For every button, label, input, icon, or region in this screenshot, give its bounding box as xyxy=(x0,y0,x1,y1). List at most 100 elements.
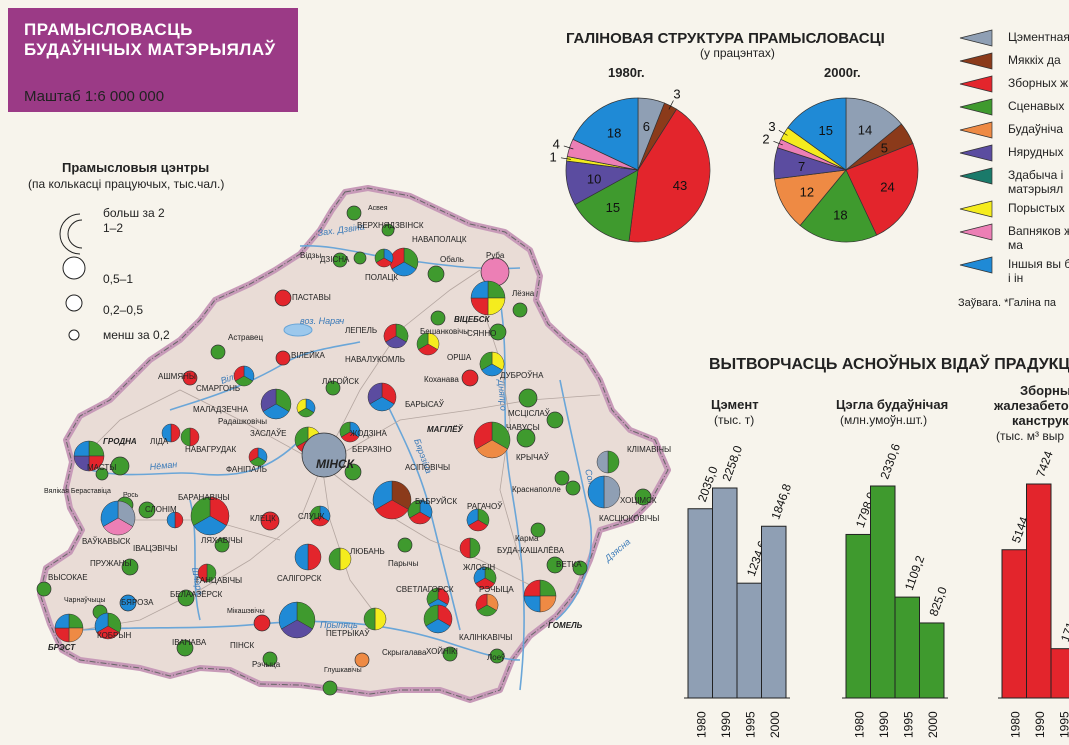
city-symbol-83[interactable] xyxy=(442,646,458,662)
city-symbol-73[interactable] xyxy=(363,607,387,631)
city-symbol-57[interactable] xyxy=(572,560,588,576)
city-symbol-9[interactable] xyxy=(430,310,446,326)
city-symbol-17-part-2 xyxy=(479,351,493,371)
city-symbol-81[interactable] xyxy=(322,680,338,696)
city-symbol-65[interactable] xyxy=(473,566,497,590)
city-symbol-48[interactable] xyxy=(466,508,490,532)
city-symbol-40[interactable] xyxy=(372,480,412,520)
city-symbol-20[interactable] xyxy=(325,380,341,396)
city-symbol-32[interactable] xyxy=(73,440,105,472)
city-symbol-71[interactable] xyxy=(94,612,122,640)
city-symbol-52[interactable] xyxy=(100,500,136,536)
river-label-9: Дзясна xyxy=(602,537,632,565)
city-symbol-58[interactable] xyxy=(328,547,352,571)
city-symbol-35[interactable] xyxy=(554,470,570,486)
city-symbol-74[interactable] xyxy=(54,613,84,643)
city-symbol-21[interactable] xyxy=(461,369,479,387)
city-symbol-41[interactable] xyxy=(95,467,109,481)
city-symbol-33[interactable] xyxy=(180,427,200,447)
city-symbol-82[interactable] xyxy=(489,648,505,664)
city-symbol-13[interactable] xyxy=(489,323,507,341)
city-label-38: ФАНІПАЛЬ xyxy=(226,465,267,474)
city-symbol-8[interactable] xyxy=(274,289,292,307)
city-symbol-15[interactable] xyxy=(275,350,291,366)
city-symbol-22[interactable] xyxy=(518,388,538,408)
city-symbol-1[interactable] xyxy=(381,223,395,237)
city-label-27: МСЦІСЛАЎ xyxy=(508,409,551,418)
city-symbol-70[interactable] xyxy=(523,579,557,613)
city-symbol-17[interactable] xyxy=(479,351,505,377)
city-symbol-30-part-2 xyxy=(339,421,351,438)
city-symbol-64[interactable] xyxy=(294,543,322,571)
city-symbol-27[interactable] xyxy=(546,411,564,429)
city-symbol-53[interactable] xyxy=(166,511,184,529)
city-symbol-43[interactable] xyxy=(138,501,156,519)
city-symbol-62[interactable] xyxy=(36,581,52,597)
city-symbol-12[interactable] xyxy=(470,280,506,316)
city-symbol-2[interactable] xyxy=(389,247,419,277)
city-symbol-76[interactable] xyxy=(278,601,316,639)
legend-label-3: Сценавых xyxy=(1008,99,1065,113)
city-symbol-6[interactable] xyxy=(427,265,445,283)
city-symbol-36[interactable] xyxy=(596,450,620,474)
city-label-64: САЛІГОРСК xyxy=(277,574,322,583)
city-symbol-67[interactable] xyxy=(119,594,137,612)
city-symbol-45[interactable] xyxy=(565,480,581,496)
city-symbol-26[interactable] xyxy=(367,382,397,412)
city-symbol-47[interactable] xyxy=(407,499,433,525)
city-symbol-79[interactable] xyxy=(475,593,499,617)
city-symbol-72[interactable] xyxy=(253,614,271,632)
city-symbol-80[interactable] xyxy=(262,651,278,667)
city-symbol-75[interactable] xyxy=(176,639,194,657)
city-symbol-49[interactable] xyxy=(587,475,621,509)
city-symbol-3[interactable] xyxy=(332,252,348,268)
city-label-62: ВЫСОКАЕ xyxy=(48,573,88,582)
city-label-42: Рось xyxy=(123,492,139,499)
city-symbol-78[interactable] xyxy=(423,604,453,634)
city-symbol-31[interactable] xyxy=(473,421,511,459)
centers-legend-subtitle: (па колькасці працуючых, тыс.чал.) xyxy=(28,177,225,191)
city-symbol-59[interactable] xyxy=(121,558,139,576)
city-symbol-28[interactable] xyxy=(516,428,536,448)
city-symbol-34[interactable] xyxy=(344,463,362,481)
cement-unit: (тыс. т) xyxy=(714,413,755,427)
city-symbol-68[interactable] xyxy=(177,589,195,607)
city-label-73: ПЕТРЫКАЎ xyxy=(326,629,370,638)
city-symbol-56[interactable] xyxy=(546,556,564,574)
city-symbol-18[interactable] xyxy=(182,370,198,386)
pie-0-label-5: 1 xyxy=(549,150,556,165)
city-symbol-55[interactable] xyxy=(530,522,546,538)
city-symbol-33-part-1 xyxy=(180,427,191,447)
city-symbol-5[interactable] xyxy=(374,248,394,268)
city-symbol-60[interactable] xyxy=(397,537,413,553)
city-symbol-46[interactable] xyxy=(634,488,652,506)
bar-2-2 xyxy=(1050,648,1069,699)
city-symbol-26-part-2 xyxy=(367,382,383,405)
city-symbol-19[interactable] xyxy=(233,365,255,387)
city-symbol-38[interactable] xyxy=(248,447,268,467)
city-symbol-37[interactable] xyxy=(301,432,347,478)
city-symbol-14[interactable] xyxy=(210,344,226,360)
city-symbol-50[interactable] xyxy=(260,511,280,531)
city-symbol-77[interactable] xyxy=(354,652,370,668)
city-symbol-31-part-0 xyxy=(491,421,511,450)
city-label-79: КАЛІНКАВІЧЫ xyxy=(459,633,512,642)
city-symbol-63[interactable] xyxy=(197,563,217,583)
city-symbol-24[interactable] xyxy=(296,398,316,418)
city-symbol-11[interactable] xyxy=(383,323,409,349)
city-symbol-30[interactable] xyxy=(339,421,361,443)
city-symbol-4[interactable] xyxy=(353,251,367,265)
city-symbol-16[interactable] xyxy=(416,332,440,356)
city-symbol-23[interactable] xyxy=(260,388,292,420)
city-symbol-0[interactable] xyxy=(346,205,362,221)
city-symbol-29[interactable] xyxy=(161,423,181,443)
city-symbol-44[interactable] xyxy=(190,496,230,536)
city-symbol-39[interactable] xyxy=(110,456,130,476)
city-symbol-61[interactable] xyxy=(459,537,481,559)
city-symbol-10[interactable] xyxy=(512,302,528,318)
city-label-71: КОБРЫН xyxy=(97,631,131,640)
city-symbol-54[interactable] xyxy=(214,537,230,553)
city-symbol-51[interactable] xyxy=(309,505,331,527)
river-prypiats xyxy=(79,620,521,661)
